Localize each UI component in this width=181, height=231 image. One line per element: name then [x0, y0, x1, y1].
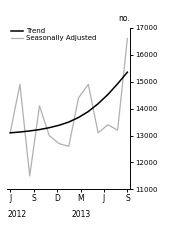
Text: no.: no.	[119, 14, 130, 23]
Legend: Trend, Seasonally Adjusted: Trend, Seasonally Adjusted	[11, 28, 96, 41]
Text: 2013: 2013	[71, 210, 91, 219]
Text: 2012: 2012	[7, 210, 26, 219]
